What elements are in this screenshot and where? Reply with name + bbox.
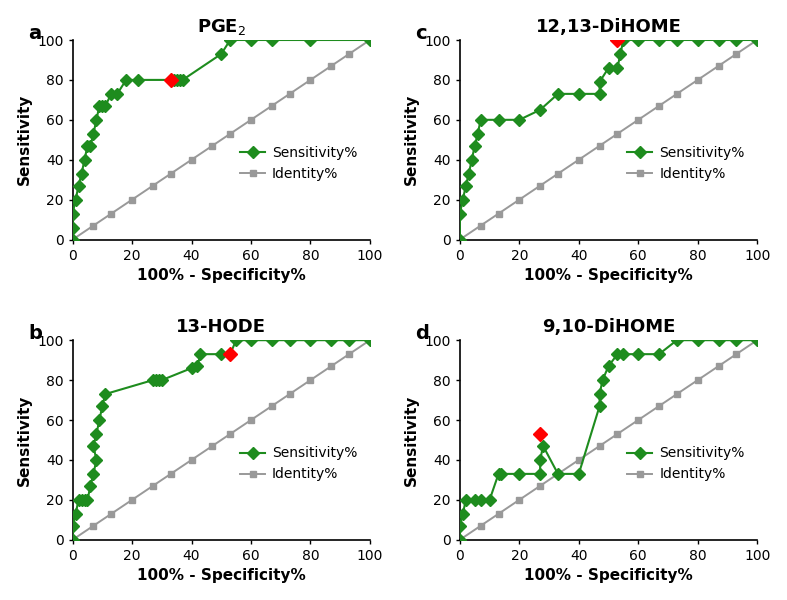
Legend: Sensitivity%, Identity%: Sensitivity%, Identity% bbox=[235, 140, 363, 187]
Text: a: a bbox=[28, 24, 41, 43]
Title: PGE$_2$: PGE$_2$ bbox=[197, 17, 246, 37]
Text: b: b bbox=[28, 324, 42, 343]
Y-axis label: Sensitivity: Sensitivity bbox=[17, 94, 31, 185]
Title: 9,10-DiHOME: 9,10-DiHOME bbox=[541, 318, 675, 336]
Text: c: c bbox=[416, 24, 427, 43]
X-axis label: 100% - Specificity%: 100% - Specificity% bbox=[524, 268, 693, 283]
Title: 12,13-DiHOME: 12,13-DiHOME bbox=[536, 17, 682, 35]
Title: 13-HODE: 13-HODE bbox=[176, 318, 266, 336]
X-axis label: 100% - Specificity%: 100% - Specificity% bbox=[137, 568, 305, 583]
Legend: Sensitivity%, Identity%: Sensitivity%, Identity% bbox=[622, 140, 750, 187]
Text: d: d bbox=[416, 324, 429, 343]
X-axis label: 100% - Specificity%: 100% - Specificity% bbox=[137, 268, 305, 283]
X-axis label: 100% - Specificity%: 100% - Specificity% bbox=[524, 568, 693, 583]
Y-axis label: Sensitivity: Sensitivity bbox=[404, 394, 419, 485]
Legend: Sensitivity%, Identity%: Sensitivity%, Identity% bbox=[235, 441, 363, 487]
Y-axis label: Sensitivity: Sensitivity bbox=[404, 94, 419, 185]
Y-axis label: Sensitivity: Sensitivity bbox=[17, 394, 31, 485]
Legend: Sensitivity%, Identity%: Sensitivity%, Identity% bbox=[622, 441, 750, 487]
